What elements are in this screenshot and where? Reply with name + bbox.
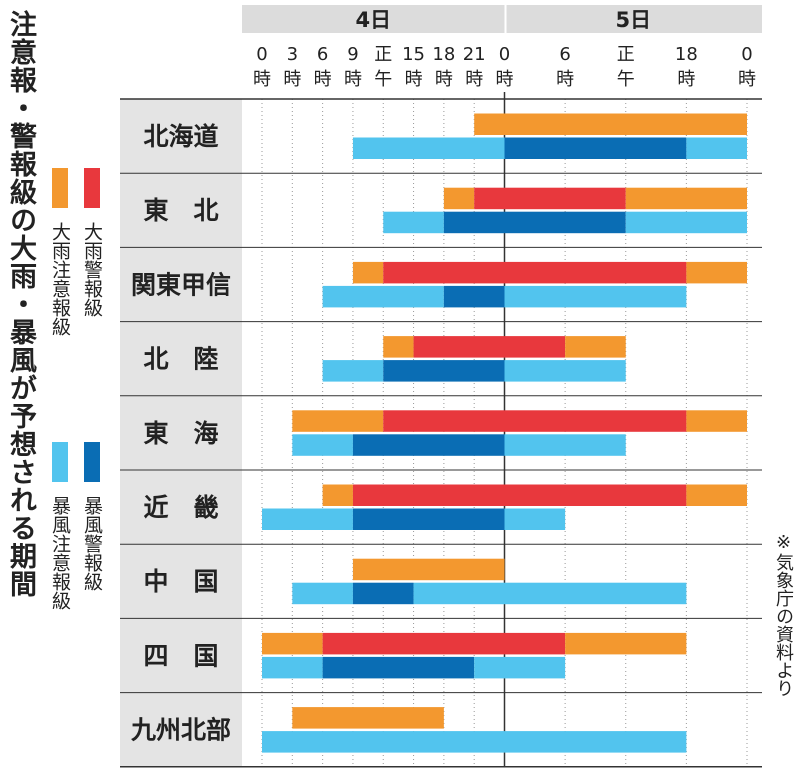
rain-bar	[292, 410, 384, 432]
rain-bar	[352, 261, 384, 284]
legend-swatch-rain-advisory	[52, 168, 68, 208]
rain-bar	[474, 187, 626, 210]
day-header-4	[242, 5, 505, 33]
wind-bar	[504, 360, 626, 382]
rain-bar	[292, 707, 444, 729]
time-tick-label: 時	[496, 69, 514, 90]
wind-bar	[504, 508, 566, 530]
rain-bar	[625, 187, 747, 210]
source-note: ※気象庁の資料より	[773, 532, 794, 697]
legend-label-wind-warning: 暴風警報級	[81, 496, 103, 591]
region-label: 四 国	[143, 641, 218, 670]
chart-title: 注意報・警報級の大雨・暴風が予想される期間	[5, 10, 36, 598]
legend-label-wind-advisory: 暴風注意報級	[49, 496, 71, 610]
rain-bar	[686, 484, 747, 506]
time-tick-label: 時	[405, 69, 423, 90]
time-tick-label: 18	[432, 44, 455, 65]
rain-bar	[443, 187, 475, 210]
time-tick-label: 9	[347, 44, 358, 65]
time-tick-label: 時	[283, 69, 301, 90]
time-tick-label: 午	[617, 69, 635, 90]
wind-bar	[383, 211, 444, 234]
wind-bar	[322, 360, 384, 382]
day-label: 5日	[615, 8, 651, 32]
time-tick-label: 時	[344, 69, 362, 90]
time-tick-label: 正	[617, 44, 635, 65]
wind-bar	[625, 211, 747, 234]
wind-bar	[443, 285, 505, 308]
day-header-5	[506, 5, 762, 33]
region-label: 東 海	[143, 419, 218, 448]
wind-bar	[352, 582, 414, 605]
region-label: 北 陸	[143, 345, 218, 374]
rain-bar	[262, 632, 323, 655]
legend-swatch-wind-advisory	[52, 442, 68, 482]
rain-bar	[565, 336, 626, 358]
rain-bar	[383, 336, 414, 358]
legend-swatch-rain-warning	[84, 168, 100, 208]
region-label-column	[120, 99, 242, 767]
day-label: 4日	[355, 8, 391, 32]
wind-bar	[292, 582, 353, 605]
wind-bar	[474, 656, 566, 679]
time-tick-label: 正	[374, 44, 392, 65]
wind-bar	[686, 137, 747, 159]
wind-bar	[443, 211, 626, 234]
wind-bar	[262, 656, 323, 679]
time-tick-label: 時	[556, 69, 574, 90]
wind-bar	[352, 137, 505, 159]
wind-bar	[322, 656, 475, 679]
wind-bar	[413, 582, 687, 605]
region-label: 関東甲信	[131, 270, 231, 299]
rain-bar	[352, 484, 687, 506]
time-tick-label: 0	[499, 44, 510, 65]
wind-bar	[352, 434, 505, 456]
region-label: 中 国	[143, 567, 218, 596]
legend-label-rain-advisory: 大雨注意報級	[49, 222, 71, 336]
time-tick-label: 時	[435, 69, 453, 90]
rain-bar	[322, 484, 353, 506]
rain-bar	[474, 113, 747, 135]
wind-bar	[262, 508, 353, 530]
rain-bar	[565, 632, 687, 655]
time-tick-label: 0	[741, 44, 752, 65]
rain-bar	[322, 632, 566, 655]
time-tick-label: 時	[465, 69, 483, 90]
time-tick-label: 21	[463, 44, 486, 65]
time-tick-label: 6	[317, 44, 328, 65]
region-label: 東 北	[143, 196, 218, 225]
rain-bar	[352, 558, 505, 581]
wind-bar	[352, 508, 505, 530]
legend-label-rain-warning: 大雨警報級	[81, 222, 103, 317]
time-tick-label: 18	[675, 44, 698, 65]
region-label: 九州北部	[130, 716, 231, 745]
time-tick-label: 時	[677, 69, 695, 90]
rain-bar	[383, 261, 687, 284]
time-tick-label: 午	[374, 69, 392, 90]
time-tick-label: 3	[287, 44, 298, 65]
rain-bar	[383, 410, 687, 432]
rain-bar	[686, 410, 747, 432]
wind-bar	[504, 137, 687, 159]
time-tick-label: 6	[559, 44, 570, 65]
time-tick-label: 時	[314, 69, 332, 90]
wind-bar	[262, 731, 687, 753]
rain-bar	[686, 261, 747, 284]
time-tick-label: 15	[402, 44, 425, 65]
wind-bar	[504, 285, 687, 308]
time-tick-label: 時	[738, 69, 756, 90]
region-label: 近 畿	[143, 493, 218, 522]
rain-bar	[413, 336, 566, 358]
wind-bar	[383, 360, 505, 382]
wind-bar	[504, 434, 626, 456]
legend-swatch-wind-warning	[84, 442, 100, 482]
wind-bar	[292, 434, 353, 456]
region-label: 北海道	[143, 122, 218, 151]
wind-bar	[322, 285, 444, 308]
time-tick-label: 0	[256, 44, 267, 65]
time-tick-label: 時	[253, 69, 271, 90]
